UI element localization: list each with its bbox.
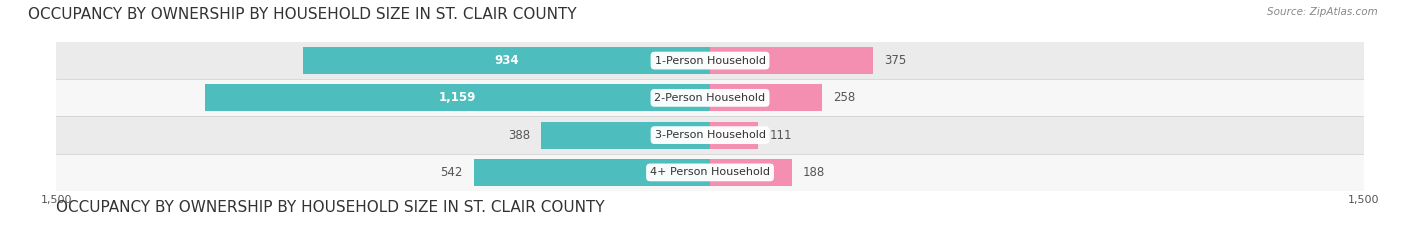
Text: 1,159: 1,159 [439, 91, 477, 104]
Bar [56, 154, 1364, 191]
Bar [56, 42, 1364, 79]
Text: 111: 111 [769, 129, 792, 142]
Bar [710, 47, 873, 74]
Bar [710, 159, 792, 186]
Text: 388: 388 [508, 129, 530, 142]
Text: OCCUPANCY BY OWNERSHIP BY HOUSEHOLD SIZE IN ST. CLAIR COUNTY: OCCUPANCY BY OWNERSHIP BY HOUSEHOLD SIZE… [56, 200, 605, 215]
Text: 375: 375 [884, 54, 907, 67]
Bar [56, 79, 1364, 116]
Bar [541, 122, 710, 149]
Bar [56, 116, 1364, 154]
Bar [710, 122, 758, 149]
Text: 2-Person Household: 2-Person Household [654, 93, 766, 103]
Bar [710, 84, 823, 111]
Text: 934: 934 [494, 54, 519, 67]
Text: 258: 258 [834, 91, 856, 104]
Text: 3-Person Household: 3-Person Household [655, 130, 765, 140]
Text: Source: ZipAtlas.com: Source: ZipAtlas.com [1267, 7, 1378, 17]
Bar [474, 159, 710, 186]
Text: 4+ Person Household: 4+ Person Household [650, 168, 770, 177]
Bar [205, 84, 710, 111]
Bar [302, 47, 710, 74]
Text: 1-Person Household: 1-Person Household [655, 56, 765, 65]
Text: 188: 188 [803, 166, 825, 179]
Text: OCCUPANCY BY OWNERSHIP BY HOUSEHOLD SIZE IN ST. CLAIR COUNTY: OCCUPANCY BY OWNERSHIP BY HOUSEHOLD SIZE… [28, 7, 576, 22]
Text: 542: 542 [440, 166, 463, 179]
